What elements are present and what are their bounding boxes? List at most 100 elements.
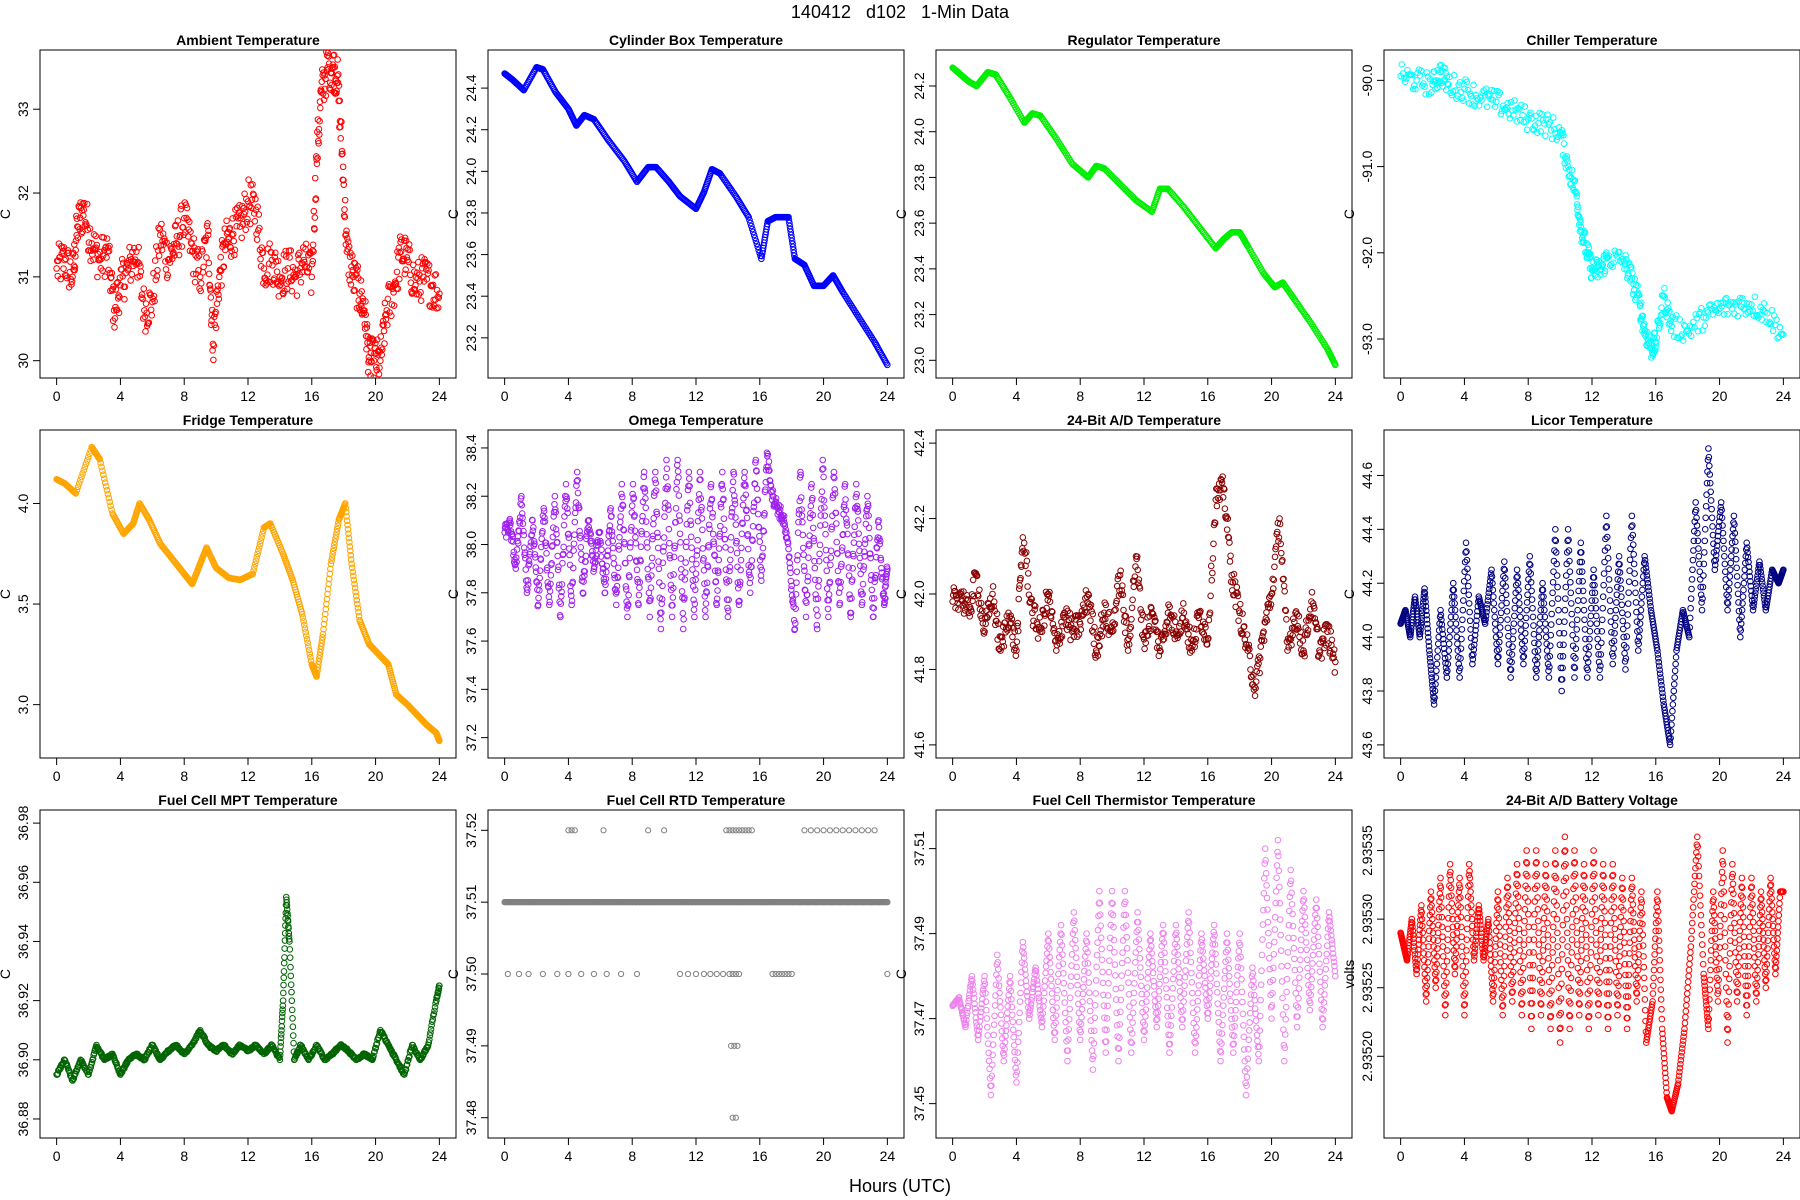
data-point: [809, 524, 817, 532]
data-point: [592, 558, 599, 566]
data-point: [380, 327, 388, 335]
data-point: [642, 495, 649, 502]
data-point: [1128, 604, 1136, 612]
data-point: [141, 313, 149, 321]
data-point: [738, 544, 745, 552]
data-point: [745, 213, 752, 221]
y-tick-label: 23.0: [911, 346, 927, 373]
data-point: [524, 577, 532, 584]
data-point: [1503, 104, 1510, 111]
data-point: [334, 56, 341, 63]
data-point: [702, 600, 710, 607]
data-point: [619, 502, 627, 510]
data-point: [1233, 583, 1241, 591]
data-point: [724, 613, 732, 621]
data-point: [197, 287, 205, 295]
data-point: [884, 361, 891, 369]
data-point: [1441, 64, 1449, 72]
data-point: [318, 639, 325, 647]
data-point: [762, 478, 770, 486]
data-point: [318, 636, 326, 644]
data-point: [135, 243, 142, 251]
data-point: [1277, 540, 1284, 548]
data-point: [1434, 640, 1442, 648]
data-point: [1650, 334, 1658, 341]
data-point: [1444, 654, 1452, 661]
data-point: [1483, 604, 1491, 612]
data-point: [334, 79, 342, 86]
data-point: [1604, 253, 1612, 261]
data-point: [1702, 314, 1710, 322]
data-point: [989, 590, 996, 598]
data-point: [305, 646, 313, 654]
data-point: [1500, 572, 1507, 580]
data-point: [1227, 552, 1234, 560]
data-point: [1541, 606, 1548, 614]
data-point: [870, 336, 877, 344]
data-point: [849, 565, 856, 572]
data-point: [1546, 663, 1553, 671]
data-point: [508, 530, 516, 538]
data-point: [1421, 585, 1428, 592]
data-point: [649, 532, 657, 540]
data-point: [128, 270, 136, 278]
data-point: [1307, 613, 1315, 620]
data-point: [722, 544, 729, 551]
data-point: [1467, 92, 1475, 100]
x-tick-label: 0: [1397, 768, 1405, 784]
data-point: [629, 480, 637, 488]
data-point: [253, 236, 261, 243]
data-point: [761, 509, 768, 517]
data-point: [224, 238, 231, 246]
data-point: [860, 566, 867, 573]
data-point: [1494, 660, 1502, 668]
data-point: [700, 566, 708, 574]
data-point: [180, 214, 188, 222]
data-point: [1145, 622, 1153, 630]
data-point: [827, 547, 835, 555]
data-point: [750, 503, 758, 511]
data-point: [304, 639, 311, 647]
data-point: [1137, 616, 1145, 623]
data-point: [632, 539, 640, 547]
data-point: [1218, 476, 1225, 484]
data-point: [1581, 229, 1589, 237]
data-point: [1565, 166, 1573, 173]
data-point: [1426, 651, 1433, 658]
data-point: [670, 571, 677, 578]
data-point: [1024, 583, 1031, 590]
data-point: [862, 536, 869, 543]
data-point: [1514, 105, 1522, 112]
data-point: [566, 551, 573, 559]
data-point: [314, 137, 322, 145]
data-point: [621, 540, 628, 548]
data-point: [576, 527, 583, 535]
data-point: [1087, 601, 1095, 609]
data-point: [748, 563, 755, 571]
data-point: [532, 564, 540, 571]
data-point: [811, 576, 819, 584]
data-point: [83, 457, 91, 464]
data-point: [1470, 646, 1478, 653]
data-point: [1192, 635, 1200, 643]
data-point: [734, 563, 741, 571]
data-point: [661, 513, 668, 521]
data-point: [1014, 619, 1022, 627]
data-point: [512, 554, 520, 561]
data-point: [310, 207, 318, 215]
data-point: [799, 531, 807, 539]
data-point: [1030, 601, 1038, 609]
data-point: [1498, 602, 1505, 609]
data-point: [345, 530, 352, 537]
data-point: [1527, 570, 1535, 577]
series: [949, 473, 1339, 700]
data-point: [801, 567, 808, 575]
data-point: [106, 242, 113, 250]
data-point: [1499, 587, 1506, 595]
x-tick-label: 12: [1584, 768, 1600, 784]
data-point: [699, 526, 706, 534]
data-point: [1497, 110, 1505, 118]
data-point: [330, 51, 338, 59]
data-point: [1739, 295, 1746, 302]
data-point: [764, 450, 772, 458]
